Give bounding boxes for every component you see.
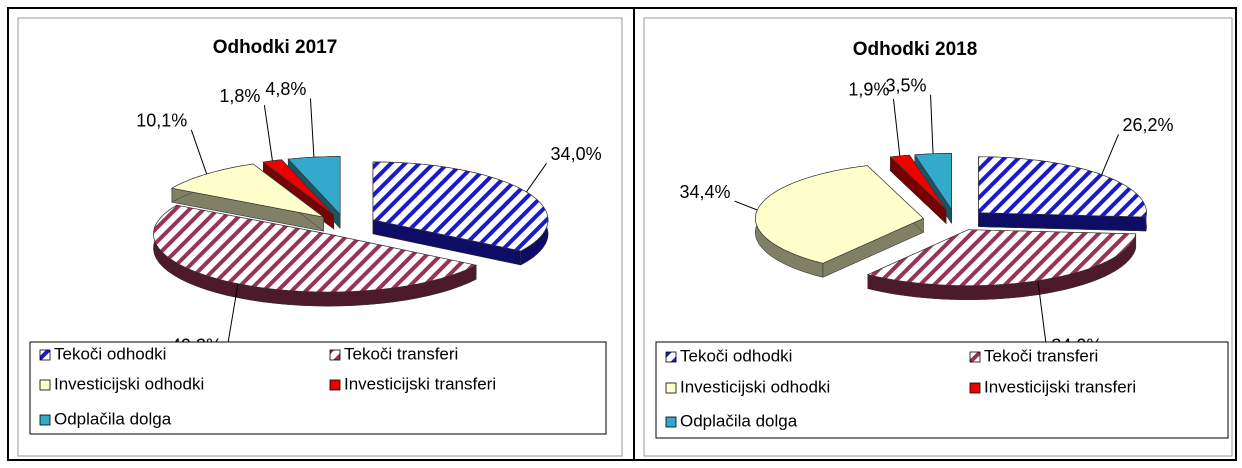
- pie-slice: [978, 156, 1147, 218]
- data-label: 3,5%: [885, 76, 926, 96]
- legend-label: Tekoči odhodki: [54, 344, 166, 363]
- outer-frame: [7, 7, 1237, 461]
- legend-swatch: [39, 349, 51, 361]
- leader-line: [892, 98, 901, 156]
- legend-swatch: [665, 382, 677, 394]
- legend-label: Odplačila dolga: [54, 409, 172, 428]
- data-label: 34,0%: [551, 144, 602, 164]
- legend-swatch: [39, 379, 51, 391]
- leader-line: [930, 94, 934, 154]
- leader-line: [1101, 134, 1119, 175]
- legend-label: Investicijski odhodki: [680, 377, 830, 396]
- legend-label: Investicijski transferi: [984, 377, 1136, 396]
- legend-box: [29, 341, 607, 435]
- data-label: 1,9%: [848, 80, 889, 100]
- legend-label: Investicijski transferi: [344, 374, 496, 393]
- legend-swatch: [969, 351, 981, 363]
- legend-swatch: [39, 414, 51, 426]
- leader-line: [525, 163, 547, 193]
- legend-label: Odplačila dolga: [680, 411, 798, 430]
- legend-label: Investicijski odhodki: [54, 374, 204, 393]
- pie-slice: [287, 156, 341, 216]
- chart-title: Odhodki 2017: [213, 37, 338, 58]
- leader-line: [309, 98, 315, 158]
- legend-label: Tekoči transferi: [344, 344, 458, 363]
- legend-swatch: [969, 382, 981, 394]
- leader-line: [263, 105, 273, 161]
- data-label: 26,2%: [1123, 115, 1174, 135]
- leader-line: [190, 129, 208, 175]
- legend-box: [655, 341, 1229, 439]
- legend-label: Tekoči odhodki: [680, 346, 792, 365]
- chart-title: Odhodki 2018: [853, 39, 978, 60]
- legend-swatch: [665, 416, 677, 428]
- legend-swatch: [329, 349, 341, 361]
- chart-frame: [643, 17, 1233, 457]
- pie-slice: [153, 204, 478, 293]
- pie-slice: [170, 163, 324, 218]
- legend-swatch: [329, 379, 341, 391]
- chart-frame: [17, 17, 623, 457]
- data-label: 4,8%: [265, 79, 306, 99]
- legend-label: Tekoči transferi: [984, 346, 1098, 365]
- leader-line: [734, 200, 758, 211]
- data-label: 1,8%: [219, 86, 260, 106]
- data-label: 10,1%: [136, 111, 187, 131]
- pie-slice: [755, 165, 925, 264]
- legend-swatch: [665, 351, 677, 363]
- data-label: 34,4%: [679, 182, 730, 202]
